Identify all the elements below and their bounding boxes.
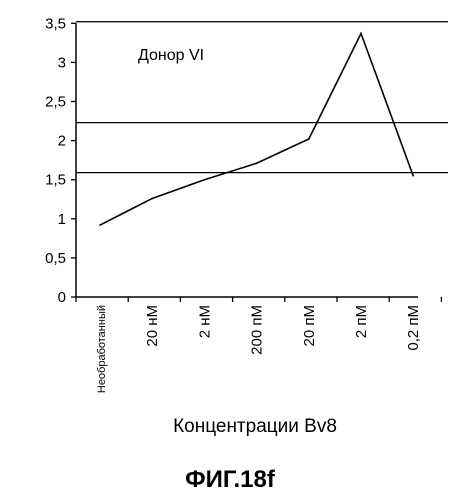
y-tick-label: 3 — [58, 54, 66, 71]
figure-caption: ФИГ.18f — [185, 466, 276, 493]
y-tick-label: 0,5 — [45, 250, 66, 267]
x-tick-label: 20 пМ — [301, 305, 318, 346]
x-tick-label: 2 пМ — [353, 305, 370, 338]
data-point — [256, 162, 258, 164]
y-tick-label: 0 — [58, 289, 66, 306]
x-axis-label: Концентрации Bv8 — [173, 416, 337, 437]
data-point — [412, 175, 414, 177]
y-tick-label: 1,5 — [45, 172, 66, 189]
data-point — [204, 179, 206, 181]
axes — [76, 23, 418, 297]
reference-lines — [76, 22, 448, 173]
x-tick-label: 2 нМ — [196, 305, 213, 338]
y-tick-label: 2 — [58, 133, 66, 150]
data-point — [308, 138, 310, 140]
data-point — [151, 198, 153, 200]
x-ticks: Необработанный 20 нМ 2 нМ 200 пМ 20 пМ 2 пМ 0,… — [76, 297, 441, 393]
y-tick-label: 1 — [58, 211, 66, 228]
x-tick-label: 0,2 пМ — [405, 305, 422, 351]
x-tick-label: 20 нМ — [144, 305, 161, 347]
y-ticks: 0 0,5 1 1,5 2 2,5 3 3,5 — [45, 15, 76, 306]
y-tick-label: 3,5 — [45, 15, 66, 32]
data-point — [99, 224, 101, 226]
y-tick-label: 2,5 — [45, 94, 66, 111]
data-point — [360, 33, 362, 35]
x-tick-label: 200 пМ — [249, 305, 266, 355]
chart-annotation: Донор VI — [138, 47, 204, 64]
x-tick-label: Необработанный — [96, 305, 108, 393]
